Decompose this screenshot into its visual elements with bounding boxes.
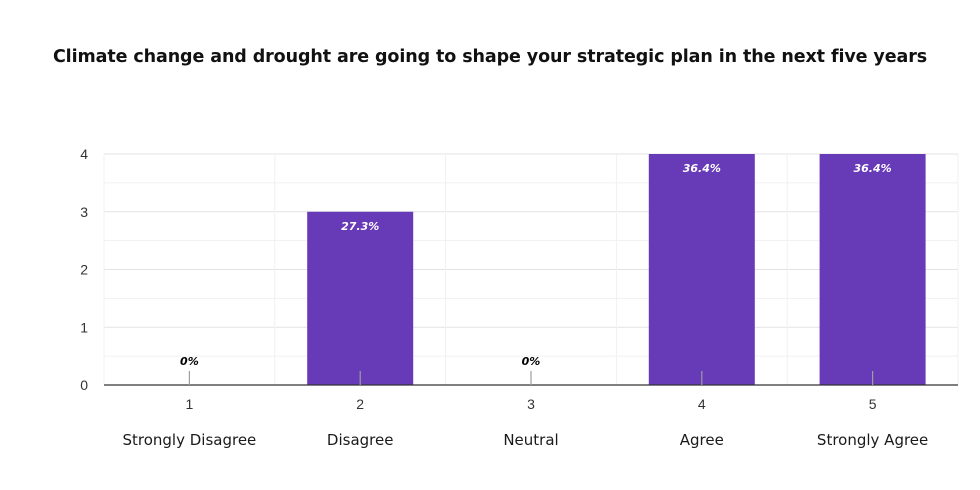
y-tick-label: 2 <box>80 262 88 278</box>
category-description: Strongly Disagree <box>122 431 256 449</box>
x-tick-label: 2 <box>356 396 364 412</box>
bar <box>819 154 926 385</box>
data-label: 36.4% <box>683 162 721 175</box>
data-label: 36.4% <box>854 162 892 175</box>
category-description: Strongly Agree <box>817 431 928 449</box>
chart-title: Climate change and drought are going to … <box>52 47 928 67</box>
bar <box>648 154 755 385</box>
x-tick-label: 4 <box>698 396 706 412</box>
x-tick-label: 3 <box>527 396 535 412</box>
data-label: 27.3% <box>341 220 379 233</box>
category-description: Neutral <box>503 431 558 449</box>
bar <box>307 211 414 385</box>
data-label: 0% <box>522 355 541 368</box>
x-axis: 1 Strongly Disagree 2 Disagree 3 Neutral 4 Agre… <box>104 371 958 449</box>
bars <box>307 154 926 385</box>
y-tick-label: 0 <box>80 377 88 393</box>
x-tick-label: 1 <box>186 396 194 412</box>
category-description: Agree <box>680 431 724 449</box>
data-labels: 0% 27.3% 0% 36.4% 36.4% <box>180 162 892 368</box>
y-axis: 0 1 2 3 4 <box>80 146 88 393</box>
category-description: Disagree <box>327 431 394 449</box>
y-tick-label: 1 <box>80 319 88 335</box>
gridlines <box>103 153 959 385</box>
data-label: 0% <box>180 355 199 368</box>
x-tick-label: 5 <box>869 396 877 412</box>
y-tick-label: 4 <box>80 146 88 162</box>
y-tick-label: 3 <box>80 204 88 220</box>
